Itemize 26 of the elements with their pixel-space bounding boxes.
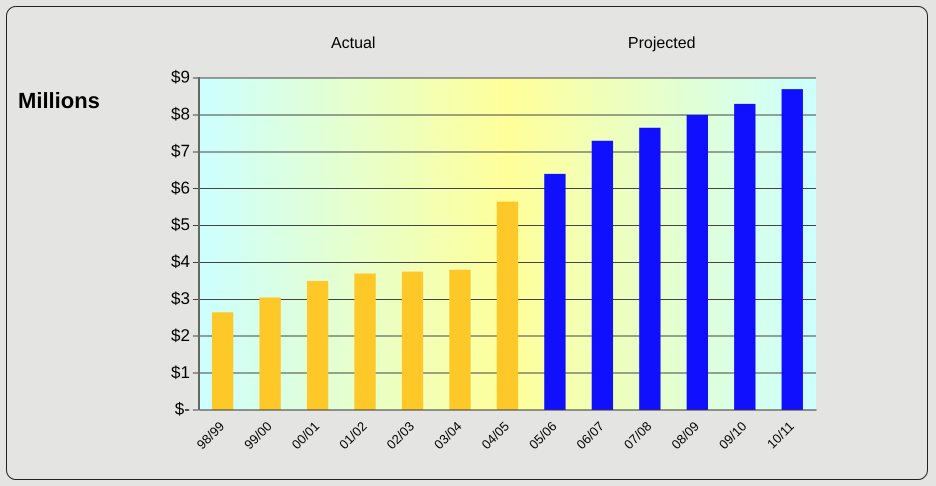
y-tick-label: $5 xyxy=(170,215,190,234)
bar xyxy=(212,312,234,410)
y-tick-label: $- xyxy=(174,400,190,419)
bar xyxy=(639,128,661,410)
text: Projected xyxy=(628,35,696,52)
y-tick-label: $6 xyxy=(170,178,190,198)
y-tick-label: $4 xyxy=(170,252,190,272)
bar xyxy=(686,114,708,410)
bar xyxy=(782,89,803,410)
y-tick-label: $3 xyxy=(170,289,190,308)
bar xyxy=(402,272,424,410)
bar xyxy=(449,270,471,410)
bar xyxy=(496,202,518,410)
bar xyxy=(306,280,328,410)
y-tick-label: $8 xyxy=(170,104,190,124)
bar xyxy=(259,297,281,410)
y-axis-title: Millions xyxy=(18,88,100,114)
text: Actual xyxy=(330,35,376,52)
bar xyxy=(592,140,614,410)
y-tick-label: $2 xyxy=(170,326,190,345)
y-tick-label: $1 xyxy=(170,362,190,382)
y-tick-label: $7 xyxy=(170,141,190,160)
bar xyxy=(734,104,756,410)
y-tick-label: $9 xyxy=(170,68,190,87)
bar xyxy=(544,174,566,410)
bar xyxy=(354,273,376,410)
